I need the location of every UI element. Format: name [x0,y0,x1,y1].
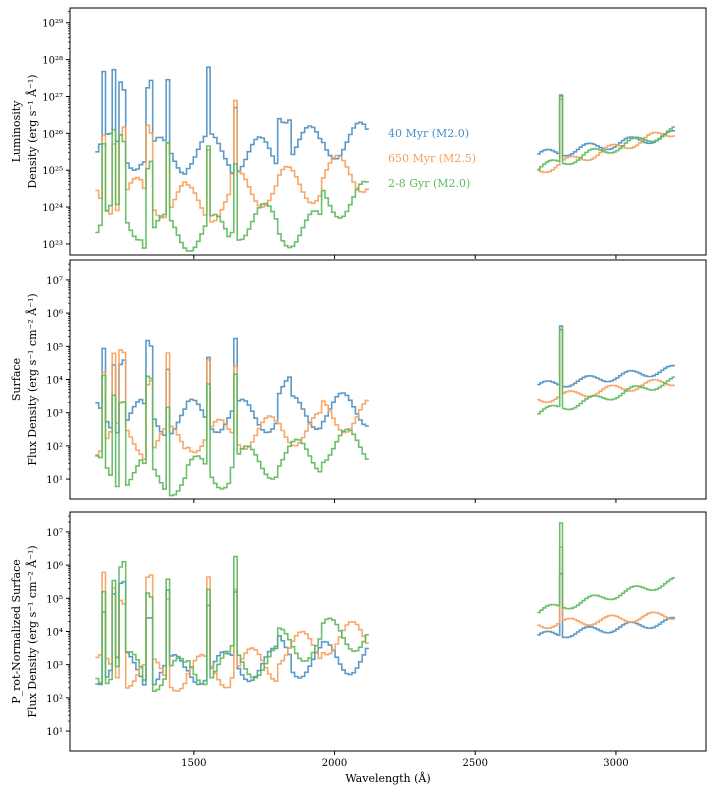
y-tick-label: 10⁵ [46,594,63,605]
series-nuv-0 [537,94,675,157]
panel-top-ylabel-line1: Luminosity [10,100,23,163]
panel-bottom: 10¹ 10² 10³ 10⁴ 10⁵ 10⁶ 10⁷ P_rot-Normalized S… [10,511,707,752]
series-fuv-1 [95,349,369,460]
y-tick-label: 10⁵ [46,342,63,353]
y-tick-label: 10⁶ [46,309,63,320]
y-tick-label: 10²⁸ [42,56,63,67]
y-tick-label: 10²⁵ [42,166,63,177]
y-tick-label: 10²⁷ [42,92,63,103]
series-nuv-2 [537,95,675,171]
y-tick-label: 10⁴ [46,628,63,639]
y-tick-label: 10⁴ [46,376,63,387]
series-nuv-1 [537,546,675,630]
y-tick-label: 10⁶ [46,561,63,572]
y-tick-label: 10⁷ [46,276,63,287]
y-tick-label: 10²⁹ [42,19,63,30]
panel-top-frame [69,7,707,256]
y-tick-label: 10¹ [46,475,63,486]
series-nuv-1 [537,328,675,404]
y-tick-label: 10⁷ [46,528,63,539]
x-axis-label: Wavelength (Å) [345,771,430,785]
legend-650myr: 650 Myr (M2.5) [388,152,476,165]
y-tick-label: 10²⁴ [42,203,63,214]
y-tick-label: 10²⁶ [42,129,63,140]
panel-middle: 10¹ 10² 10³ 10⁴ 10⁵ 10⁶ 10⁷ Surface Flux Densi… [10,259,707,500]
legend-2-8gyr: 2-8 Gyr (M2.0) [388,177,470,190]
y-tick-label: 10² [46,442,63,453]
series-nuv-2 [537,329,675,415]
series-fuv-0 [95,66,369,175]
x-tick-label: 2000 [322,758,347,769]
series-fuv-0 [95,580,369,686]
x-tick-label: 2500 [463,758,488,769]
x-tick-label: 3000 [603,758,628,769]
y-tick-label: 10¹ [46,727,63,738]
series-nuv-2 [537,522,675,614]
panel-bottom-ylabel-line2: Flux Density (erg s⁻¹ cm⁻² Å⁻¹) [25,545,39,717]
panel-top-ylabel-line2: Density (erg s⁻¹ Å⁻¹) [25,74,39,188]
series-fuv-2 [95,555,369,692]
y-tick-label: 10³ [46,661,63,672]
series-nuv-0 [537,325,675,388]
series-fuv-1 [95,571,369,692]
series-fuv-1 [95,99,369,223]
series-fuv-0 [95,337,369,436]
y-tick-label: 10²³ [42,240,63,251]
x-tick-label: 1500 [181,758,206,769]
panel-bottom-ylabel-line1: P_rot-Normalized Surface [10,559,23,703]
panel-middle-ylabel-line2: Flux Density (erg s⁻¹ cm⁻² Å⁻¹) [25,293,39,465]
y-tick-label: 10² [46,694,63,705]
y-tick-label: 10³ [46,409,63,420]
series-fuv-2 [95,128,369,252]
legend-40myr: 40 Myr (M2.0) [388,127,469,140]
panel-middle-ylabel-line1: Surface [10,358,23,401]
series-fuv-2 [95,373,369,497]
